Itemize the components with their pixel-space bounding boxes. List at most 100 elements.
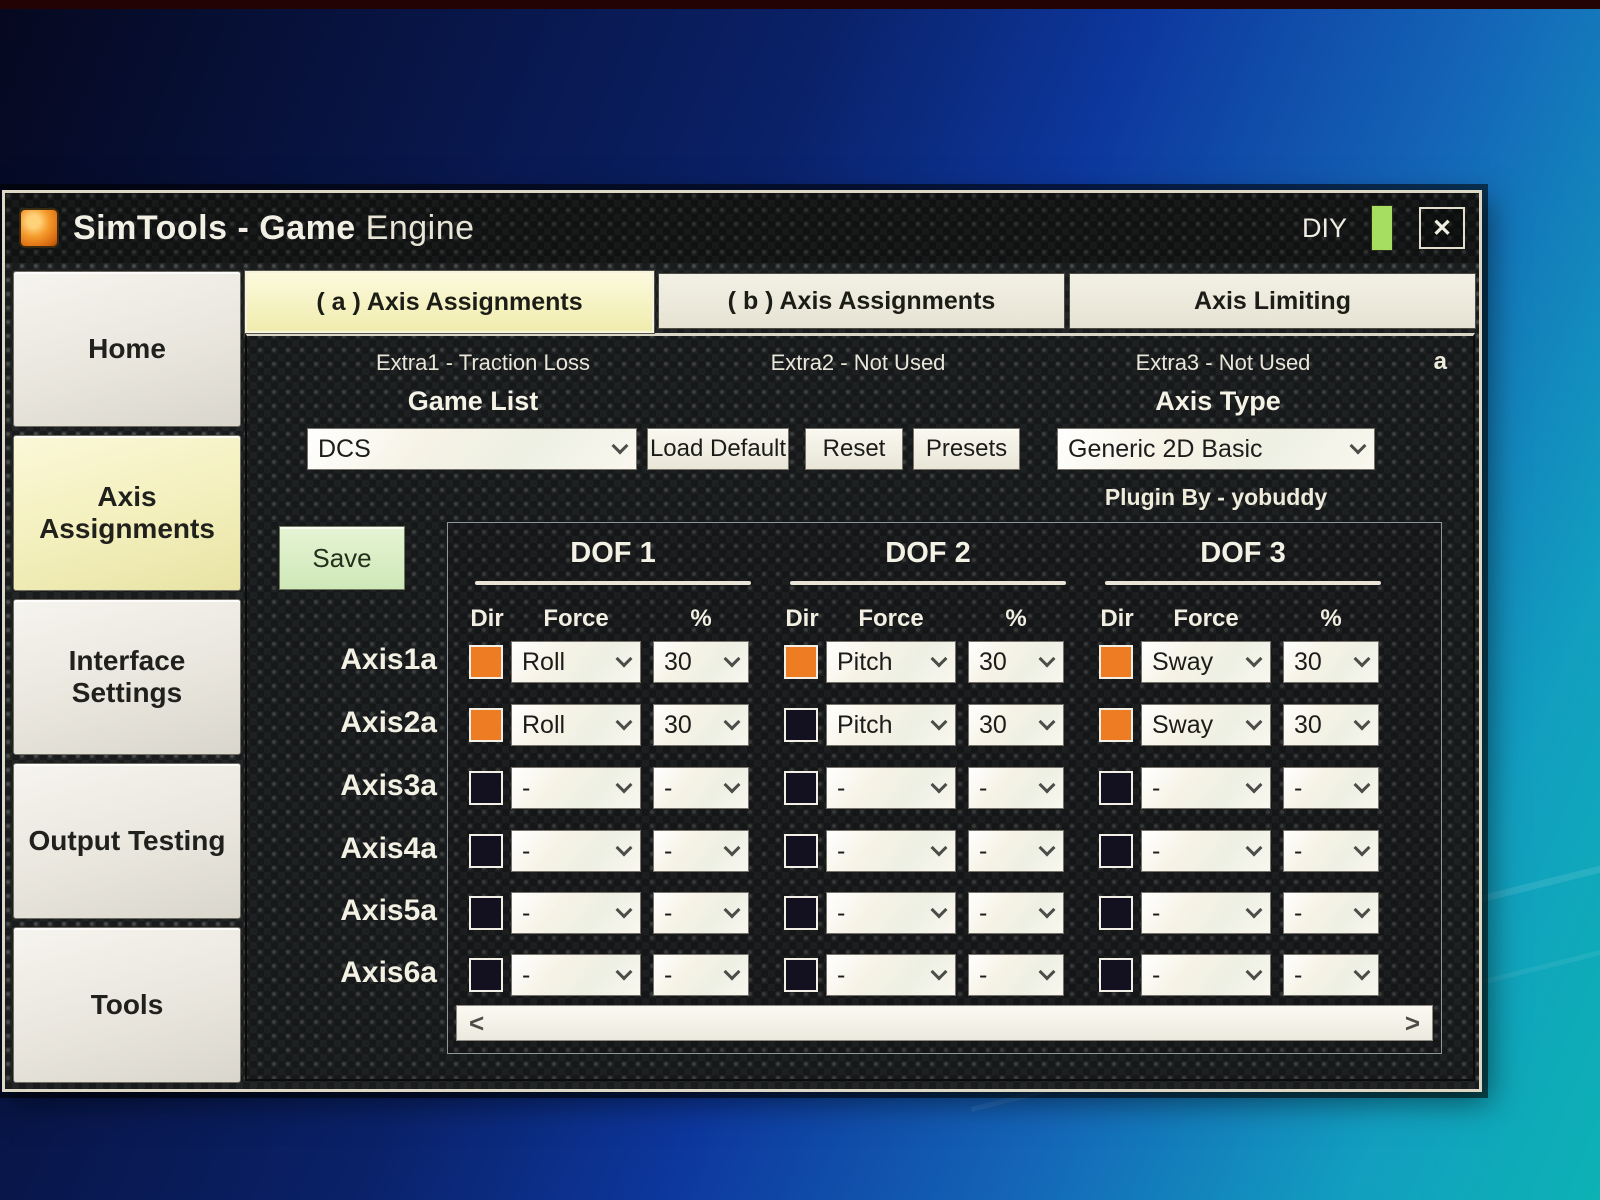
force-select[interactable]: - <box>511 830 641 872</box>
extra3-label: Extra3 - Not Used <box>1135 350 1311 375</box>
extra2-label: Extra2 - Not Used <box>770 350 946 375</box>
title-bar: SimTools - Game Engine DIY ✕ <box>5 193 1479 263</box>
tab-axis-limiting[interactable]: Axis Limiting <box>1069 273 1476 329</box>
scroll-left-icon[interactable]: < <box>469 1007 485 1038</box>
force-select[interactable]: - <box>826 767 956 809</box>
force-value: Pitch <box>837 647 893 676</box>
sidebar-item-home[interactable]: Home <box>13 271 241 427</box>
axis-row-label: Axis5a <box>340 894 437 927</box>
percent-select[interactable]: - <box>968 767 1064 809</box>
sidebar-item-axis-assignments[interactable]: Axis Assignments <box>13 435 241 591</box>
percent-select[interactable]: - <box>653 892 749 934</box>
chevron-down-icon <box>930 839 948 857</box>
dir-checkbox[interactable] <box>1099 645 1133 679</box>
dir-column-header: Dir <box>785 605 819 632</box>
dir-checkbox[interactable] <box>784 645 818 679</box>
dir-checkbox[interactable] <box>469 645 503 679</box>
force-select[interactable]: - <box>1141 830 1271 872</box>
percent-select[interactable]: - <box>1283 767 1379 809</box>
chevron-down-icon <box>930 901 948 919</box>
force-select[interactable]: Sway <box>1141 704 1271 746</box>
dir-checkbox[interactable] <box>469 834 503 868</box>
dir-checkbox[interactable] <box>784 771 818 805</box>
dir-checkbox[interactable] <box>1099 958 1133 992</box>
chevron-down-icon <box>1353 839 1371 857</box>
dir-checkbox[interactable] <box>469 958 503 992</box>
percent-select[interactable]: 30 <box>968 641 1064 683</box>
load-default-button[interactable]: Load Default <box>647 428 789 470</box>
chevron-down-icon <box>930 963 948 981</box>
percent-select[interactable]: - <box>653 767 749 809</box>
tab-axis-assignments-b[interactable]: ( b ) Axis Assignments <box>658 273 1065 329</box>
horizontal-scrollbar[interactable]: < > <box>456 1005 1433 1041</box>
chevron-down-icon <box>1038 839 1056 857</box>
percent-select[interactable]: 30 <box>653 641 749 683</box>
percent-value: 30 <box>1294 647 1322 676</box>
sidebar-item-output-testing[interactable]: Output Testing <box>13 763 241 919</box>
game-list-select[interactable]: DCS <box>307 428 637 470</box>
percent-select[interactable]: - <box>1283 830 1379 872</box>
percent-value: - <box>1294 898 1303 927</box>
force-value: - <box>837 960 846 989</box>
dir-checkbox[interactable] <box>469 896 503 930</box>
dir-checkbox[interactable] <box>1099 834 1133 868</box>
percent-value: 30 <box>1294 710 1322 739</box>
force-select[interactable]: - <box>511 892 641 934</box>
tab-axis-assignments-a[interactable]: ( a ) Axis Assignments <box>245 271 654 333</box>
scroll-right-icon[interactable]: > <box>1404 1007 1420 1038</box>
reset-button[interactable]: Reset <box>805 428 903 470</box>
dir-checkbox[interactable] <box>784 708 818 742</box>
screen-top-strip <box>0 0 1600 9</box>
force-select[interactable]: - <box>1141 767 1271 809</box>
chevron-down-icon <box>1245 839 1263 857</box>
percent-select[interactable]: - <box>968 892 1064 934</box>
percent-select[interactable]: 30 <box>1283 704 1379 746</box>
percent-select[interactable]: 30 <box>1283 641 1379 683</box>
dir-column-header: Dir <box>1100 605 1134 632</box>
dir-checkbox[interactable] <box>1099 771 1133 805</box>
dir-checkbox[interactable] <box>784 896 818 930</box>
chevron-down-icon <box>1245 713 1263 731</box>
plugin-by-label: Plugin By - yobuddy <box>1104 484 1328 510</box>
force-select[interactable]: - <box>1141 892 1271 934</box>
percent-select[interactable]: - <box>653 830 749 872</box>
axis-type-label: Axis Type <box>1155 386 1281 416</box>
force-select[interactable]: - <box>511 954 641 996</box>
force-select[interactable]: Sway <box>1141 641 1271 683</box>
force-select[interactable]: Roll <box>511 641 641 683</box>
force-select[interactable]: Pitch <box>826 704 956 746</box>
force-value: - <box>1152 836 1161 865</box>
force-select[interactable]: - <box>1141 954 1271 996</box>
force-select[interactable]: - <box>511 767 641 809</box>
axis-type-select[interactable]: Generic 2D Basic <box>1057 428 1375 470</box>
force-select[interactable]: - <box>826 892 956 934</box>
chevron-down-icon <box>1038 650 1056 668</box>
dir-checkbox[interactable] <box>469 708 503 742</box>
dir-checkbox[interactable] <box>784 958 818 992</box>
force-select[interactable]: - <box>826 954 956 996</box>
sidebar-item-interface-settings[interactable]: Interface Settings <box>13 599 241 755</box>
axis-row-label: Axis2a <box>340 706 437 739</box>
presets-button[interactable]: Presets <box>913 428 1020 470</box>
force-select[interactable]: Roll <box>511 704 641 746</box>
percent-select[interactable]: - <box>653 954 749 996</box>
force-select[interactable]: Pitch <box>826 641 956 683</box>
percent-select[interactable]: - <box>1283 954 1379 996</box>
save-button[interactable]: Save <box>279 526 405 590</box>
chevron-down-icon <box>1038 776 1056 794</box>
dir-checkbox[interactable] <box>469 771 503 805</box>
force-column-header: Force <box>1173 605 1239 632</box>
percent-select[interactable]: 30 <box>653 704 749 746</box>
close-button[interactable]: ✕ <box>1419 207 1465 249</box>
percent-select[interactable]: - <box>968 830 1064 872</box>
corner-marker: a <box>1433 348 1447 375</box>
percent-select[interactable]: 30 <box>968 704 1064 746</box>
dir-checkbox[interactable] <box>784 834 818 868</box>
dir-checkbox[interactable] <box>1099 896 1133 930</box>
percent-select[interactable]: - <box>1283 892 1379 934</box>
tab-label: ( b ) Axis Assignments <box>727 286 996 315</box>
force-select[interactable]: - <box>826 830 956 872</box>
dir-checkbox[interactable] <box>1099 708 1133 742</box>
sidebar-item-tools[interactable]: Tools <box>13 927 241 1083</box>
percent-select[interactable]: - <box>968 954 1064 996</box>
